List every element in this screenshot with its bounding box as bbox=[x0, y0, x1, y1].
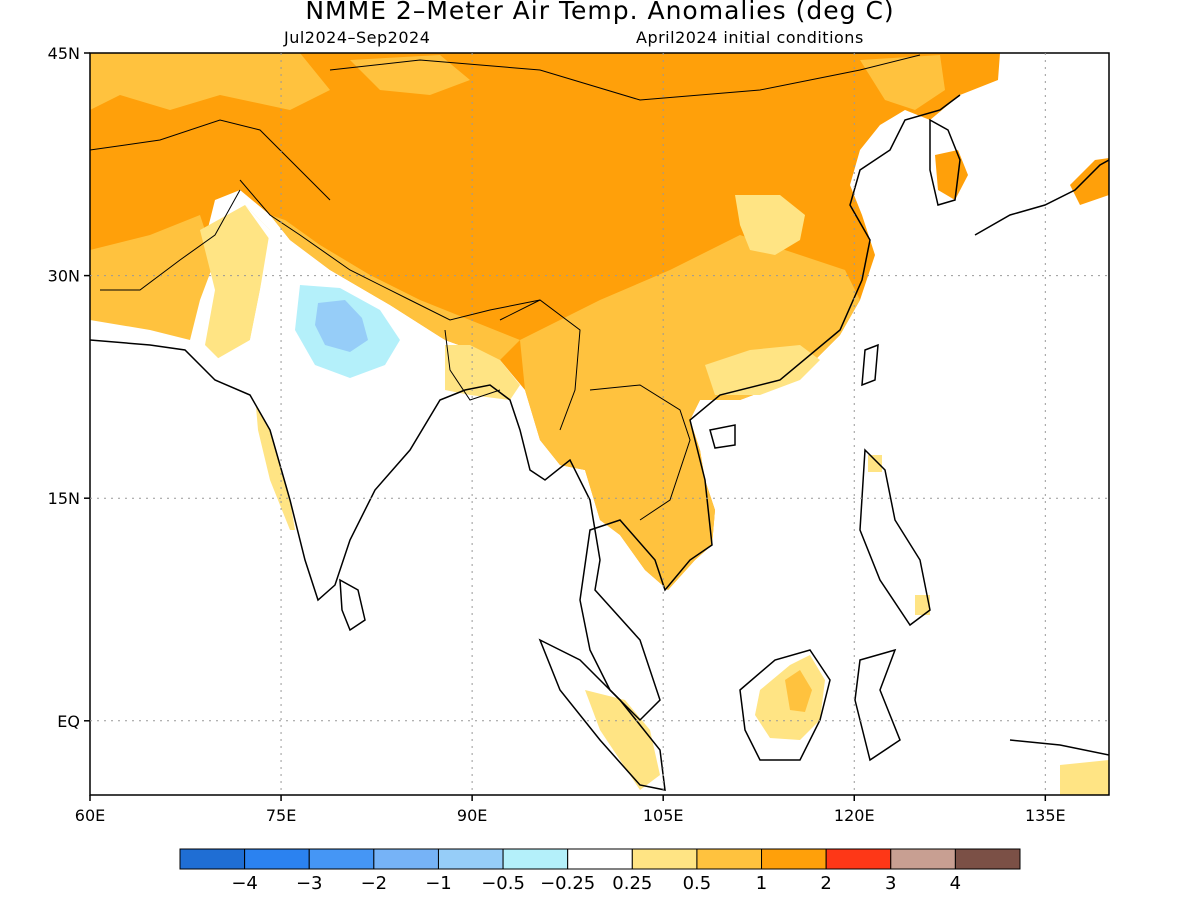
colorbar-label: −1 bbox=[425, 873, 452, 894]
border-myanmar bbox=[499, 299, 581, 431]
region-manchuria-light bbox=[860, 55, 945, 110]
colorbar-label: 1 bbox=[756, 873, 767, 894]
colorbar-swatch bbox=[696, 848, 763, 870]
lat-tick-label: 45N bbox=[48, 44, 80, 63]
colorbar-swatch bbox=[437, 848, 504, 870]
coastlines bbox=[90, 94, 1109, 791]
colorbar-swatch bbox=[179, 848, 246, 870]
region-south-china-light bbox=[520, 235, 860, 590]
colorbar-swatch bbox=[890, 848, 956, 870]
lon-tick-label: 135E bbox=[1025, 806, 1066, 825]
latitude-ticks: 45N 30N 15N EQ bbox=[48, 44, 90, 731]
coastline-sumatra bbox=[538, 638, 666, 791]
colorbar-label: 3 bbox=[885, 873, 896, 894]
colorbar-label: 4 bbox=[950, 873, 961, 894]
coastline-sri-lanka bbox=[339, 578, 366, 632]
longitude-ticks: 60E 75E 90E 105E 120E 135E bbox=[75, 795, 1066, 825]
colorbar: −4 −3 −2 −1 −0.5 −0.25 0.25 0.5 1 2 3 4 bbox=[179, 848, 1021, 894]
region-korea-warm bbox=[935, 150, 968, 200]
colorbar-swatch bbox=[373, 848, 439, 870]
lat-tick-label: EQ bbox=[57, 712, 80, 731]
gridlines bbox=[90, 53, 1109, 795]
region-japan-warm bbox=[1070, 158, 1109, 205]
border-china-north bbox=[329, 54, 921, 101]
colorbar-label: −4 bbox=[231, 873, 258, 894]
initial-conditions: April2024 initial conditions bbox=[636, 28, 864, 47]
country-borders bbox=[90, 54, 921, 521]
lat-tick-label: 15N bbox=[48, 489, 80, 508]
region-philippines-pale bbox=[868, 455, 930, 615]
border-indochina bbox=[589, 384, 691, 521]
colorbar-swatch bbox=[567, 848, 633, 870]
region-india-pale bbox=[200, 205, 270, 365]
region-pakistan-light bbox=[90, 215, 215, 340]
coastline-borneo bbox=[739, 649, 831, 761]
lon-tick-label: 75E bbox=[266, 806, 296, 825]
border-himalaya bbox=[239, 179, 541, 321]
colorbar-label: −0.5 bbox=[481, 873, 525, 894]
lon-tick-label: 120E bbox=[834, 806, 875, 825]
region-himalaya-edge bbox=[270, 215, 520, 360]
colorbar-label: −3 bbox=[296, 873, 323, 894]
region-central-china-pale bbox=[735, 195, 805, 255]
lon-tick-label: 90E bbox=[457, 806, 487, 825]
plot-frame bbox=[89, 52, 1110, 796]
coastline-taiwan bbox=[861, 343, 879, 387]
map-title: NMME 2–Meter Air Temp. Anomalies (deg C) bbox=[305, 0, 895, 25]
coastline-asia bbox=[90, 94, 961, 722]
coastline-newguinea bbox=[1009, 739, 1109, 756]
region-borneo-light bbox=[785, 670, 812, 712]
region-india-neutral bbox=[215, 205, 445, 570]
colorbar-label: −2 bbox=[361, 873, 388, 894]
coastline-hainan bbox=[709, 424, 736, 449]
colorbar-swatch bbox=[308, 848, 375, 870]
region-newguinea-pale bbox=[1060, 760, 1109, 795]
forecast-period: Jul2024–Sep2024 bbox=[284, 28, 431, 47]
region-north-light bbox=[90, 53, 330, 110]
colorbar-label: 0.25 bbox=[612, 873, 652, 894]
colorbar-swatch bbox=[954, 848, 1021, 870]
lon-tick-label: 60E bbox=[75, 806, 105, 825]
colorbar-swatch bbox=[244, 848, 310, 870]
lon-tick-label: 105E bbox=[643, 806, 684, 825]
region-burma-pale bbox=[440, 345, 520, 400]
colorbar-label: 0.5 bbox=[683, 873, 712, 894]
region-india-cool bbox=[315, 300, 368, 352]
border-pakistan bbox=[100, 189, 241, 291]
coastline-philippines bbox=[859, 448, 931, 627]
coastline-korea bbox=[929, 118, 961, 206]
coastline-sulawesi bbox=[854, 648, 901, 762]
border-central-asia bbox=[90, 119, 331, 201]
region-mongolia-light bbox=[350, 55, 470, 95]
region-south-china-pale bbox=[705, 345, 820, 395]
shaded-anomaly-field bbox=[90, 53, 1109, 795]
coastline-japan bbox=[974, 159, 1109, 236]
colorbar-label: 2 bbox=[820, 873, 831, 894]
colorbar-swatch bbox=[761, 848, 827, 870]
border-india-east bbox=[444, 329, 501, 401]
colorbar-label: −0.25 bbox=[540, 873, 595, 894]
colorbar-swatch bbox=[825, 848, 892, 870]
region-sumatra-pale bbox=[585, 690, 660, 790]
colorbar-swatch bbox=[502, 848, 569, 870]
colorbar-swatch bbox=[631, 848, 698, 870]
lat-tick-label: 30N bbox=[48, 267, 80, 286]
